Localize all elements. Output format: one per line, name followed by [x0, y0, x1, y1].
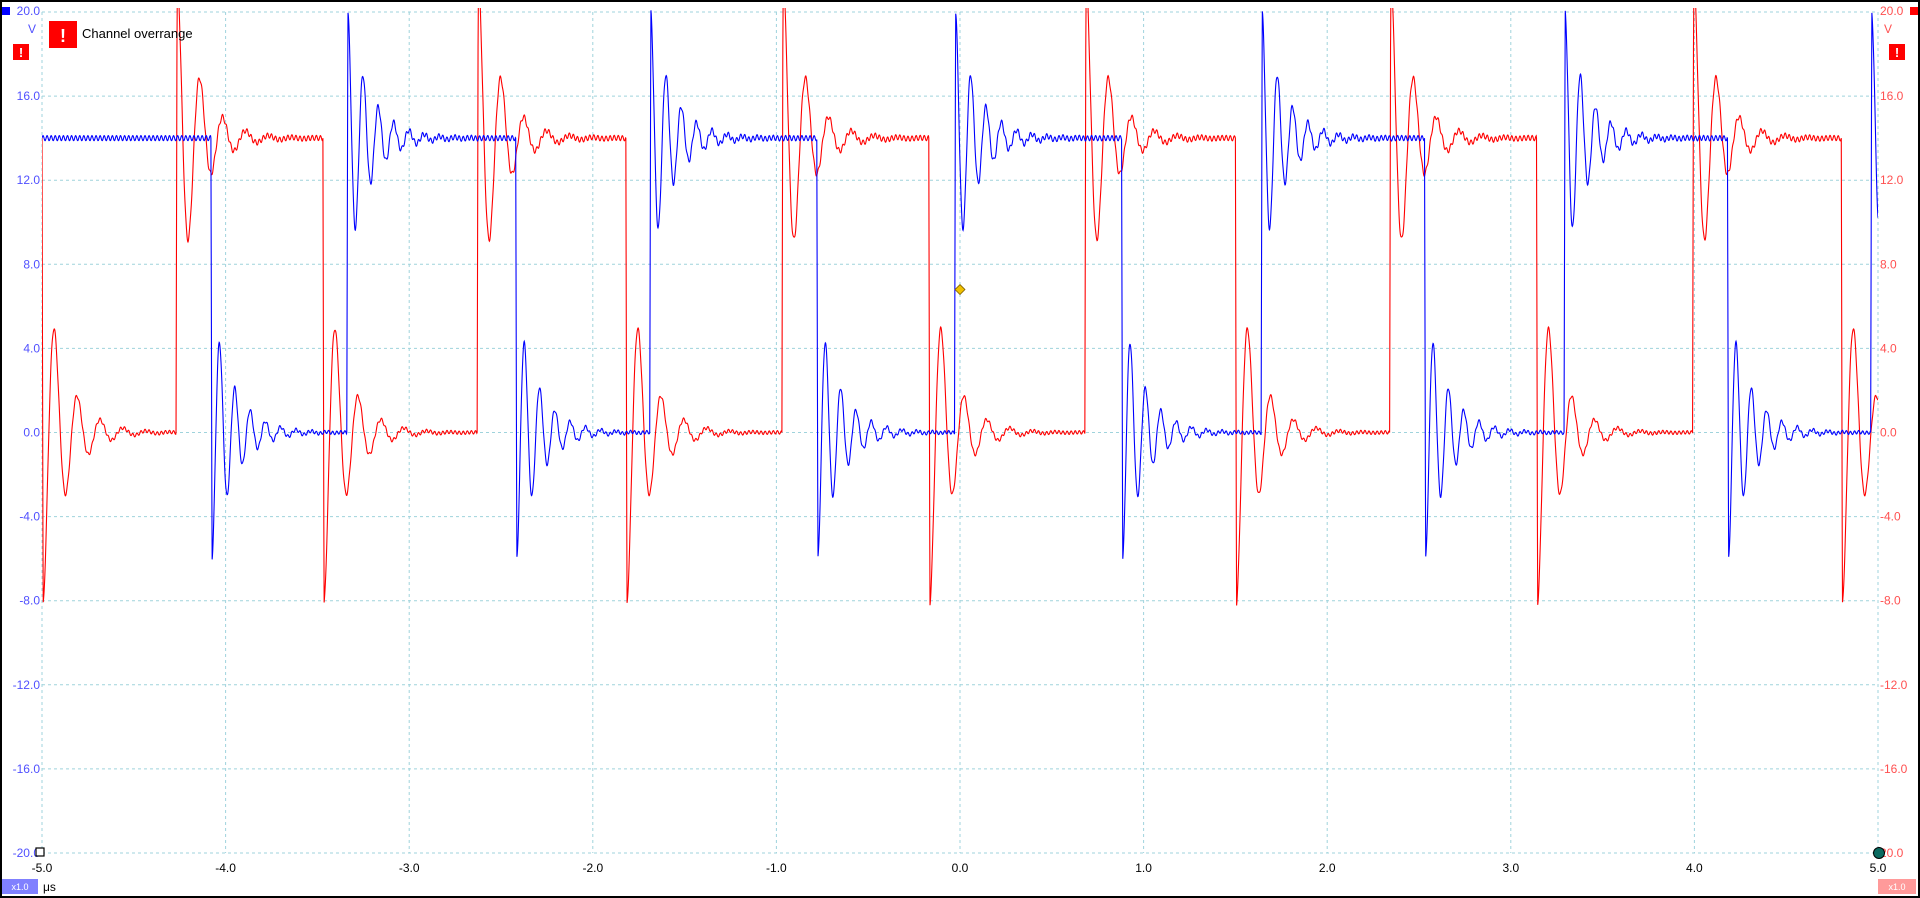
- trigger-marker[interactable]: [954, 283, 966, 296]
- y-tick-label-left: -4.0: [19, 510, 40, 524]
- x-tick-label: 4.0: [1686, 861, 1703, 875]
- x-tick-label: -1.0: [766, 861, 787, 875]
- x-tick-label: 3.0: [1502, 861, 1519, 875]
- channel-a-scale-badge[interactable]: [2, 879, 38, 894]
- y-tick-label-right: 20.0: [1880, 846, 1904, 860]
- overrange-indicator-left[interactable]: !: [13, 44, 29, 60]
- channel-b-scale: x1.0: [1888, 882, 1905, 892]
- channel-b-unit: V: [1884, 22, 1892, 36]
- x-tick-label: -3.0: [399, 861, 420, 875]
- time-unit-label: μs: [43, 880, 56, 894]
- trigger-diamond-icon[interactable]: [954, 283, 966, 296]
- x-tick-label: 0.0: [952, 861, 969, 875]
- y-tick-label-left: -16.0: [13, 762, 41, 776]
- channel-b-marker[interactable]: [1910, 7, 1918, 15]
- overrange-banner[interactable]: ! Channel overrange: [49, 21, 193, 48]
- y-tick-label-right: 12.0: [1880, 173, 1904, 187]
- y-tick-label-left: 0.0: [23, 426, 40, 440]
- y-tick-label-left: 16.0: [17, 89, 41, 103]
- y-tick-label-right: -12.0: [1880, 678, 1908, 692]
- ruler-handle-left[interactable]: [35, 847, 45, 857]
- y-tick-label-left: -12.0: [13, 678, 41, 692]
- y-tick-label-left: 4.0: [23, 341, 40, 355]
- y-tick-label-right: -4.0: [1880, 510, 1901, 524]
- trace-channel-b: [42, 8, 1878, 606]
- y-tick-label-left: -8.0: [19, 594, 40, 608]
- overrange-label: Channel overrange: [82, 26, 193, 41]
- x-tick-label: -5.0: [32, 861, 53, 875]
- y-tick-label-right: -16.0: [1880, 762, 1908, 776]
- channel-b-max: 20.0: [1880, 4, 1904, 18]
- y-tick-label-right: 4.0: [1880, 341, 1897, 355]
- y-tick-label-left: 8.0: [23, 257, 40, 271]
- svg-text:!: !: [19, 45, 23, 60]
- channel-a-scale: x1.0: [11, 882, 28, 892]
- y-tick-label-right: 0.0: [1880, 426, 1897, 440]
- axis-labels: -5.0 -4.0 -3.0 -2.0 -1.0 0.0 1.0 2.0 3.0 4.0 5.0 16…: [13, 89, 1908, 875]
- y-tick-label-right: 16.0: [1880, 89, 1904, 103]
- trace-channel-a: [42, 10, 1878, 560]
- x-tick-label: 2.0: [1319, 861, 1336, 875]
- y-tick-label-right: 8.0: [1880, 257, 1897, 271]
- waveform-traces: [42, 8, 1878, 606]
- ruler-handle-right[interactable]: [1873, 847, 1885, 859]
- x-tick-label: -2.0: [582, 861, 603, 875]
- warning-icon: [49, 21, 77, 48]
- channel-b-scale-badge[interactable]: [1878, 879, 1916, 894]
- channel-a-marker[interactable]: [2, 7, 10, 15]
- x-tick-label: -4.0: [215, 861, 236, 875]
- y-tick-label-left: 12.0: [17, 173, 41, 187]
- y-tick-label-right: -8.0: [1880, 594, 1901, 608]
- channel-a-unit: V: [28, 22, 36, 36]
- svg-text:!: !: [1895, 45, 1899, 60]
- warning-icon-glyph: !: [60, 26, 66, 46]
- channel-a-max: 20.0: [17, 4, 41, 18]
- y-tick-label-left: -20.0: [13, 846, 41, 860]
- overrange-indicator-right[interactable]: !: [1889, 44, 1905, 60]
- x-tick-label: 1.0: [1135, 861, 1152, 875]
- x-tick-label: 5.0: [1870, 861, 1887, 875]
